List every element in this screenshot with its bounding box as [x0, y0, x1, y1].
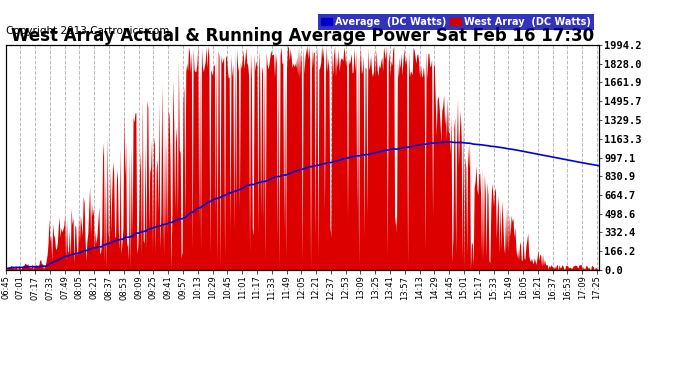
Legend: Average  (DC Watts), West Array  (DC Watts): Average (DC Watts), West Array (DC Watts…: [318, 14, 594, 30]
Title: West Array Actual & Running Average Power Sat Feb 16 17:30: West Array Actual & Running Average Powe…: [10, 27, 594, 45]
Text: Copyright 2013 Cartronics.com: Copyright 2013 Cartronics.com: [6, 26, 169, 36]
